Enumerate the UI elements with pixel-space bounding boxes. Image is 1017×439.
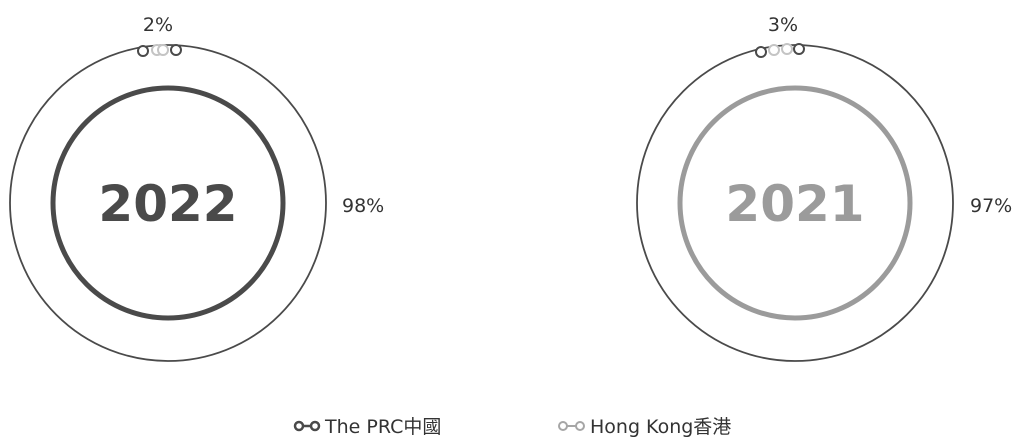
hk-marker-a-2021: [768, 44, 780, 56]
prc-marker-left-2021: [755, 46, 767, 58]
year-label-2021: 2021: [725, 175, 864, 233]
chart-2022: 2% 98% 2022: [9, 14, 384, 362]
prc-pct-label-2022: 98%: [342, 195, 384, 217]
hk-marker-b-2021: [781, 43, 793, 55]
legend: The PRC中國 Hong Kong香港: [293, 416, 731, 438]
hk-pct-label-2021: 3%: [768, 14, 798, 36]
prc-slice-ring-2022: [9, 44, 327, 362]
slice-connector-2021: [755, 43, 805, 58]
slice-connector-2022: [137, 44, 182, 57]
year-ring-2021: [677, 85, 913, 321]
prc-marker-right-2021: [793, 43, 805, 55]
legend-label-prc: The PRC中國: [324, 416, 441, 438]
legend-item-prc: The PRC中國: [293, 416, 441, 438]
year-ring-2022: [50, 85, 286, 321]
hk-pct-label-2022: 2%: [143, 14, 173, 36]
legend-label-hk: Hong Kong香港: [590, 416, 731, 438]
year-label-2022: 2022: [98, 175, 237, 233]
prc-pct-label-2021: 97%: [970, 195, 1012, 217]
legend-swatch-hk: [558, 421, 585, 431]
prc-marker-left-2022: [137, 45, 149, 57]
legend-item-hk: Hong Kong香港: [558, 416, 731, 438]
hk-marker-b-2022: [157, 44, 169, 56]
chart-2021: 3% 97% 2021: [636, 14, 1012, 362]
prc-marker-right-2022: [170, 44, 182, 56]
legend-swatch-prc: [293, 420, 321, 432]
